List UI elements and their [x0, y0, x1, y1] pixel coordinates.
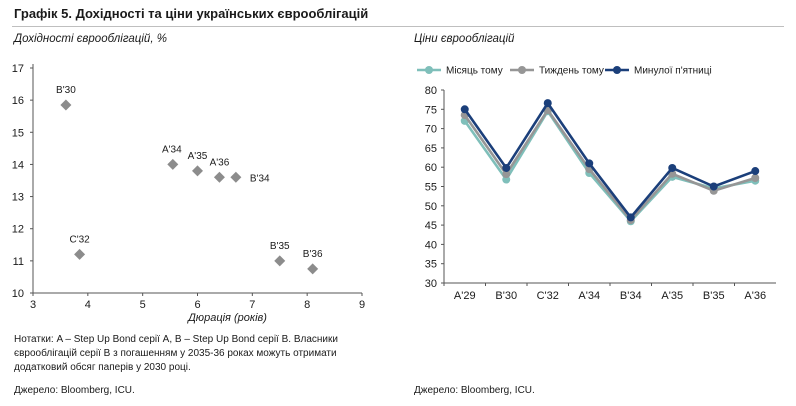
y-tick-label: 11 — [13, 256, 24, 268]
y-tick-label: 16 — [12, 95, 24, 107]
y-tick-label: 70 — [425, 124, 437, 136]
line-chart: 30 35 40 45 50 55 60 65 70 75 80 A'29 B'30 C'32 A'34 B'… — [417, 66, 776, 302]
chart-notes: Нотатки: A – Step Up Bond серії A, B – S… — [14, 334, 338, 373]
y-tick-label: 15 — [12, 127, 24, 139]
scatter-point — [60, 99, 72, 111]
series-point — [585, 159, 594, 168]
y-tick-label: 35 — [425, 259, 437, 271]
series-point — [668, 163, 677, 172]
y-tick-label: 65 — [425, 143, 437, 155]
legend-label: Місяць тому — [446, 66, 503, 77]
x-tick-label: 5 — [140, 299, 146, 311]
y-tick-label: 40 — [425, 239, 437, 251]
title-divider — [12, 26, 784, 27]
scatter-point — [167, 158, 179, 170]
point-label: A'34 — [162, 144, 182, 155]
series-point — [502, 170, 511, 179]
x-tick-label: C'32 — [537, 290, 559, 302]
point-label: A'36 — [210, 157, 230, 168]
series-point — [543, 99, 552, 108]
scatter-point — [74, 248, 86, 260]
y-tick-label: 30 — [425, 278, 437, 290]
x-tick-label: A'29 — [454, 290, 476, 302]
series-line — [463, 107, 756, 223]
point-label: B'30 — [56, 85, 76, 96]
point-label: B'35 — [270, 241, 290, 252]
x-tick-label: 7 — [249, 299, 255, 311]
y-tick-label: 75 — [425, 104, 437, 116]
series-line — [463, 100, 756, 220]
point-label: B'34 — [250, 173, 270, 184]
y-tick-label: 50 — [425, 201, 437, 213]
y-tick-label: 10 — [12, 288, 24, 300]
y-tick-label: 60 — [425, 162, 437, 174]
scatter-chart: 10 11 12 13 14 15 16 17 3 4 5 6 7 8 9 Дюрація (років) B'… — [12, 63, 365, 324]
x-tick-label: B'35 — [703, 290, 725, 302]
point-label: C'32 — [69, 234, 90, 245]
scatter-point — [213, 171, 225, 183]
point-label: A'35 — [188, 151, 208, 162]
x-tick-label: A'34 — [578, 290, 600, 302]
line-chart-source: Джерело: Bloomberg, ICU. — [414, 385, 535, 396]
x-tick-label: B'30 — [495, 290, 517, 302]
y-tick-label: 14 — [12, 159, 24, 171]
x-tick-label: 6 — [194, 299, 200, 311]
series-point — [460, 105, 469, 114]
y-tick-label: 45 — [425, 220, 437, 232]
series-point — [709, 182, 718, 191]
x-tick-label: 9 — [359, 299, 365, 311]
point-label: B'36 — [303, 249, 323, 260]
y-tick-label: 80 — [425, 85, 437, 97]
x-tick-label: B'34 — [620, 290, 642, 302]
x-tick-label: A'36 — [744, 290, 766, 302]
x-tick-label: 3 — [30, 299, 36, 311]
scatter-point — [230, 171, 242, 183]
series-line — [463, 108, 756, 224]
series-point — [751, 167, 760, 176]
x-tick-label: 8 — [304, 299, 310, 311]
scatter-title: Дохідності єврооблігацій, % — [14, 33, 167, 45]
y-tick-label: 13 — [12, 192, 24, 204]
x-axis-title: Дюрація (років) — [186, 312, 267, 324]
scatter-point — [274, 255, 286, 267]
series-point — [751, 174, 760, 183]
scatter-point — [192, 165, 203, 177]
legend-swatch-marker — [613, 66, 621, 74]
series-point — [626, 213, 635, 222]
scatter-source: Джерело: Bloomberg, ICU. — [14, 385, 135, 396]
x-tick-label: 4 — [85, 299, 91, 311]
legend-label: Тиждень тому — [539, 66, 604, 77]
legend-label: Минулої п'ятниці — [634, 66, 712, 77]
legend-swatch-marker — [425, 66, 433, 74]
series-point — [502, 163, 511, 172]
figure-title: Графік 5. Дохідності та ціни українських… — [14, 6, 369, 21]
legend-swatch-marker — [518, 66, 526, 74]
y-tick-label: 55 — [425, 182, 437, 194]
line-chart-title: Ціни єврооблігацій — [414, 33, 515, 45]
y-tick-label: 17 — [12, 63, 24, 75]
y-tick-label: 12 — [12, 224, 24, 236]
x-tick-label: A'35 — [661, 290, 683, 302]
scatter-point — [307, 263, 319, 275]
